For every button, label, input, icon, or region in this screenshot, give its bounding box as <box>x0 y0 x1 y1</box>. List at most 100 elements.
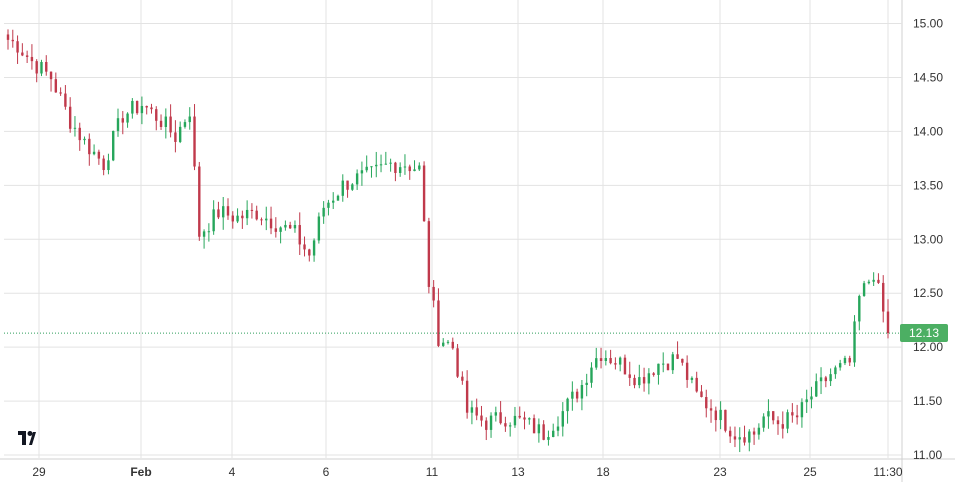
price-bar-body <box>609 358 612 364</box>
price-bar-body <box>16 41 19 53</box>
price-bar-body <box>714 410 718 421</box>
price-bar-body <box>728 430 732 437</box>
price-bar-body <box>590 367 593 383</box>
price-bar-body <box>508 425 512 427</box>
price-bar-body <box>408 166 411 172</box>
price-bar-body <box>6 34 10 40</box>
price-bar-body <box>738 437 741 440</box>
price-bar-body <box>274 228 278 232</box>
price-bar-body <box>513 415 517 426</box>
price-bar-body <box>260 219 263 221</box>
price-bar-body <box>40 61 43 74</box>
price-bar-body <box>422 165 426 222</box>
price-bar-body <box>638 377 641 386</box>
price-bar-body <box>805 399 808 403</box>
price-bar-body <box>776 420 780 425</box>
price-bar-body <box>83 138 86 141</box>
price-bar-body <box>561 411 564 427</box>
price-bar-body <box>781 424 784 429</box>
price-bar-body <box>843 357 847 364</box>
price-bar-body <box>365 166 368 171</box>
price-bar-body <box>389 162 392 164</box>
price-bar-body <box>73 127 77 129</box>
price-bar-body <box>226 206 230 216</box>
price-bar-body <box>628 374 631 378</box>
price-bar-body <box>647 373 651 384</box>
price-bar-body <box>59 92 62 94</box>
price-bar-body <box>848 357 851 363</box>
price-bar-body <box>370 166 373 168</box>
price-bar-body <box>212 209 215 232</box>
last-price-badge: 12.13 <box>900 324 948 343</box>
tradingview-logo-icon <box>18 431 36 445</box>
price-bar-body <box>456 348 459 377</box>
price-bar-body <box>819 377 823 382</box>
price-bar-body <box>188 116 191 123</box>
price-bar-body <box>379 164 383 166</box>
price-bar-body <box>279 227 282 232</box>
price-bar-body <box>791 412 794 416</box>
price-bar-body <box>155 109 158 121</box>
y-tick-label: 15.00 <box>913 17 943 31</box>
price-bar-body <box>585 382 588 385</box>
price-bar-body <box>709 408 713 411</box>
x-tick-label: 6 <box>323 465 330 479</box>
price-bar-body <box>135 100 139 114</box>
y-tick-label: 14.00 <box>913 124 943 138</box>
y-tick-label: 13.50 <box>913 178 943 192</box>
price-bar-body <box>518 415 521 418</box>
price-bar-body <box>288 224 292 229</box>
price-bar-body <box>231 215 234 222</box>
x-tick-label: 25 <box>803 465 817 479</box>
price-bar-body <box>394 162 397 173</box>
price-bar-body <box>21 52 24 56</box>
price-bar-body <box>824 377 828 382</box>
price-bar-body <box>575 391 579 399</box>
price-bar-body <box>676 354 679 359</box>
price-bar-body <box>222 206 225 218</box>
price-bar-body <box>332 200 335 203</box>
price-bar-body <box>800 402 804 418</box>
price-bar-body <box>351 184 354 190</box>
price-bar-body <box>719 409 722 421</box>
price-bar-body <box>834 367 837 375</box>
x-tick-label: Feb <box>130 465 151 479</box>
price-bar-body <box>198 166 201 237</box>
price-bar-body <box>815 381 818 397</box>
price-bar-body <box>178 126 182 142</box>
price-bar-body <box>25 55 29 57</box>
y-tick-label: 11.50 <box>913 394 942 408</box>
x-tick-label: 4 <box>229 465 236 479</box>
price-bar-body <box>877 279 880 283</box>
price-bar-body <box>724 409 727 431</box>
price-bar-body <box>810 396 813 400</box>
x-tick-label: 11 <box>426 465 439 479</box>
price-bar-body <box>537 424 541 434</box>
price-bar-body <box>446 341 450 343</box>
price-bar-body <box>121 118 124 123</box>
price-bar-body <box>45 61 48 72</box>
price-bar-body <box>384 163 388 165</box>
price-bar-body <box>35 61 38 74</box>
price-bar-body <box>308 249 311 256</box>
price-bar-body <box>743 437 746 443</box>
price-bar-body <box>666 363 670 371</box>
price-bar-body <box>652 373 655 375</box>
price-bar-body <box>432 286 435 301</box>
price-bar-body <box>293 225 297 229</box>
price-bar-body <box>614 363 617 365</box>
price-bar-body <box>599 358 603 361</box>
price-bar-body <box>838 363 842 368</box>
price-bar-body <box>427 221 431 287</box>
price-bar-body <box>88 138 91 155</box>
price-bar-body <box>465 380 469 413</box>
price-bar-body <box>217 209 220 218</box>
price-bar-body <box>867 281 871 284</box>
x-tick-label: 11:30 <box>873 465 902 479</box>
price-bar-body <box>403 166 407 168</box>
price-bar-body <box>571 391 574 399</box>
price-bar-body <box>532 418 536 434</box>
price-bar-body <box>542 424 545 440</box>
